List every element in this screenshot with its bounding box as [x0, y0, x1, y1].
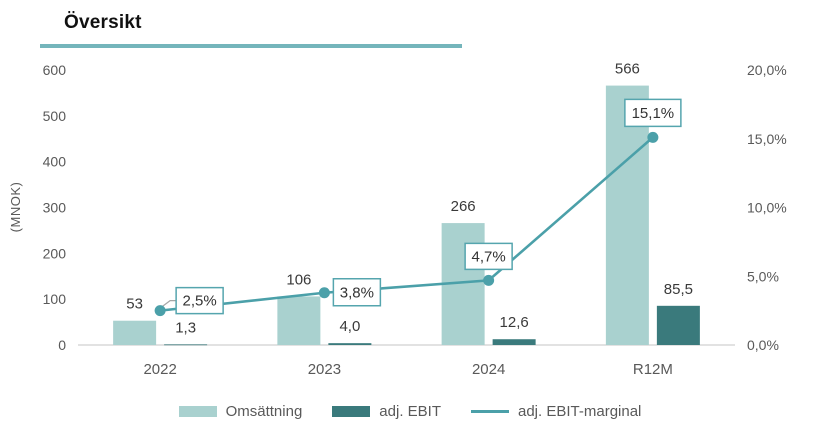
bar-adj-ebit-2024 — [492, 339, 536, 345]
label-leader-line — [161, 300, 177, 308]
left-axis-title: (MNOK) — [8, 182, 23, 233]
bar-value-label: 1,3 — [175, 319, 196, 336]
legend-item-adj-ebit-marginal: adj. EBIT-marginal — [471, 403, 641, 420]
legend-swatch-adj-ebit — [332, 406, 371, 417]
legend-label-adj-ebit: adj. EBIT — [379, 403, 441, 420]
margin-marker-2024 — [483, 274, 495, 286]
right-axis-tick: 5,0% — [747, 268, 779, 284]
bar-adj-ebit-R12M — [656, 305, 700, 345]
category-label: 2022 — [143, 361, 176, 378]
legend-label-adj-ebit-marginal: adj. EBIT-marginal — [518, 403, 642, 420]
legend-swatch-adj-ebit-marginal — [471, 410, 509, 413]
legend-swatch-omsattning — [178, 406, 217, 417]
bar-value-label: 566 — [615, 61, 640, 78]
legend-label-omsattning: Omsättning — [225, 403, 303, 420]
bar-value-label: 85,5 — [664, 281, 693, 298]
right-axis-tick: 15,0% — [747, 131, 787, 147]
combo-chart: 0 100 200 300 400 500 600 (MNOK) 0,0% 5,0% 10,0% 15… — [8, 61, 787, 378]
margin-marker-2022 — [154, 305, 166, 317]
bar-adj-ebit-2023 — [328, 343, 372, 345]
bar-value-label: 106 — [286, 271, 311, 288]
right-axis-tick: 20,0% — [747, 62, 787, 78]
left-axis-tick: 200 — [43, 245, 67, 261]
left-axis-tick: 400 — [43, 154, 67, 170]
bar-value-label: 266 — [451, 198, 476, 215]
title-underline — [40, 44, 462, 48]
margin-marker-R12M — [647, 131, 659, 143]
margin-label: 4,7% — [472, 248, 506, 265]
margin-label: 3,8% — [340, 284, 374, 301]
bar-omsattning-2023 — [277, 296, 321, 345]
margin-label-box — [175, 286, 224, 315]
margin-marker-2023 — [318, 287, 330, 299]
bar-omsattning-2022 — [113, 320, 157, 345]
right-axis-tick: 0,0% — [747, 337, 779, 353]
left-axis-tick: 300 — [43, 200, 67, 216]
left-axis-tick: 600 — [43, 62, 67, 78]
left-axis-tick: 500 — [43, 108, 67, 124]
margin-label-box — [624, 98, 682, 128]
legend-item-adj-ebit: adj. EBIT — [332, 403, 441, 420]
left-axis-tick: 100 — [43, 291, 67, 307]
page-title: Översikt — [64, 12, 142, 33]
category-label: R12M — [633, 361, 673, 378]
margin-label: 2,5% — [183, 293, 217, 310]
category-label: 2024 — [472, 361, 505, 378]
margin-line — [159, 136, 654, 312]
margin-label-box — [464, 242, 513, 271]
legend-item-omsattning: Omsättning — [178, 403, 303, 420]
category-label: 2023 — [308, 361, 341, 378]
bar-adj-ebit-2022 — [164, 344, 208, 346]
chart-legend: Omsättning adj. EBIT adj. EBIT-marginal — [0, 403, 820, 420]
bar-value-label: 53 — [126, 296, 143, 313]
bar-value-label: 4,0 — [339, 318, 360, 335]
margin-label-box — [332, 278, 382, 307]
right-axis-tick: 10,0% — [747, 200, 787, 216]
margin-label: 15,1% — [632, 105, 675, 122]
bar-omsattning-R12M — [605, 85, 649, 345]
left-axis-tick: 0 — [58, 337, 66, 353]
bar-value-label: 12,6 — [500, 314, 529, 331]
